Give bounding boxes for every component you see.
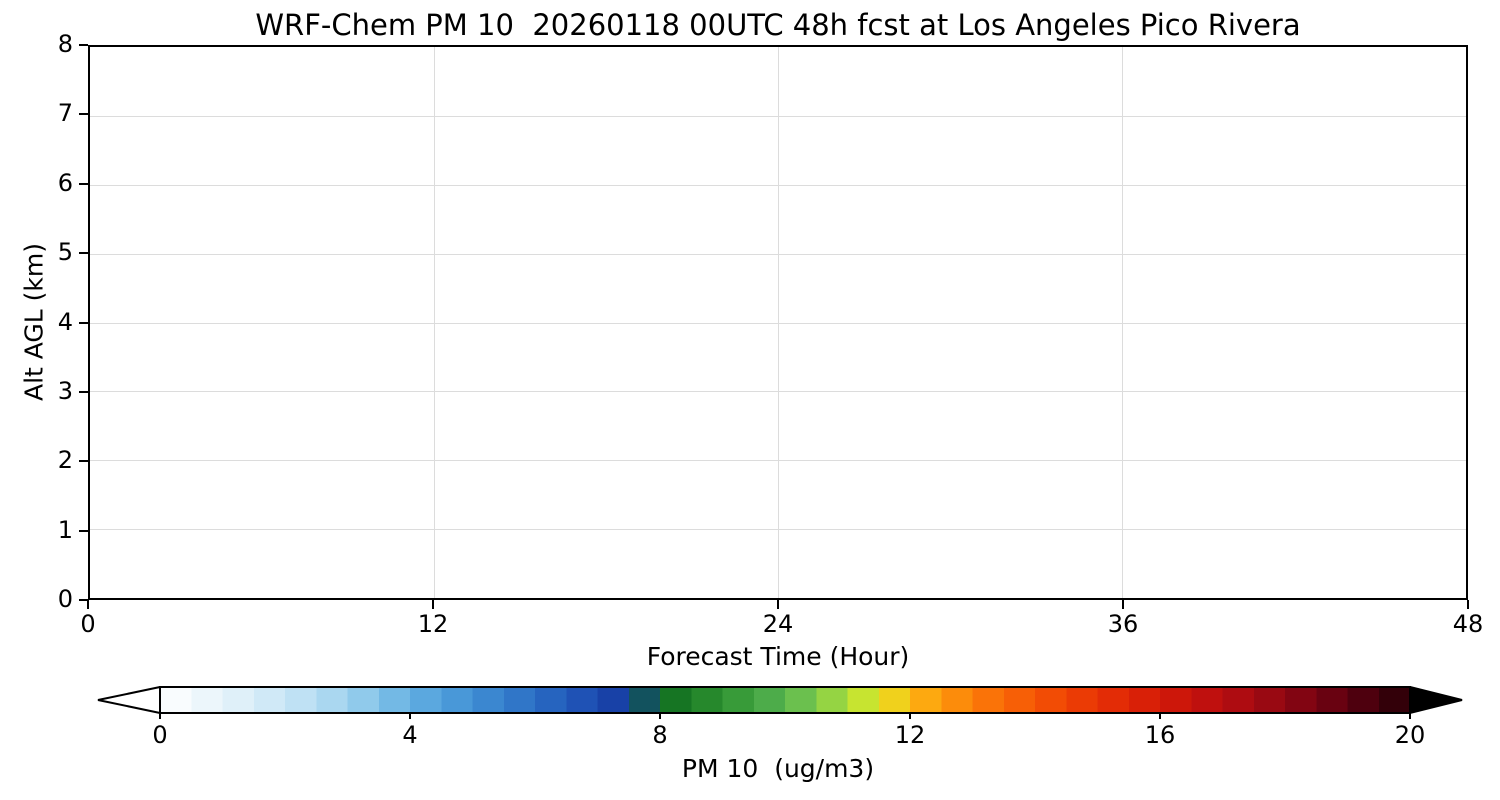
y-tick-label: 1 [57,515,73,544]
x-tick-label: 0 [80,610,96,638]
y-tick-label: 5 [57,238,73,267]
colorbar-segment [910,687,942,713]
y-tick [79,390,88,393]
colorbar-tick [909,713,911,719]
colorbar [97,686,1463,719]
colorbar-segment [1003,687,1036,713]
colorbar-segment [410,687,442,713]
colorbar-segment [1160,687,1192,713]
y-tick [79,113,88,116]
colorbar-segment [972,687,1005,713]
colorbar-segment [691,687,723,713]
y-tick-label: 8 [57,30,73,58]
colorbar-segment [1378,687,1411,713]
colorbar-segment [816,687,848,713]
colorbar-tick-label: 8 [652,721,668,749]
colorbar-segment [785,687,817,713]
colorbar-segment [660,687,692,713]
colorbar-under-arrow [97,686,161,715]
x-tick [432,600,434,609]
colorbar-tick [659,713,661,719]
gridline-vertical [778,47,779,598]
colorbar-segment [941,687,973,713]
colorbar-tick-label: 20 [1394,721,1426,749]
colorbar-segment [1347,687,1380,713]
colorbar-segment [503,687,536,713]
colorbar-segment [566,687,598,713]
colorbar-segment [253,687,286,713]
colorbar-label: PM 10 (ug/m3) [681,754,875,783]
colorbar-tick-label: 16 [1144,721,1176,749]
colorbar-tick [159,713,161,719]
colorbar-segment [1191,687,1223,713]
x-tick-label: 24 [762,610,794,638]
colorbar-tick [1159,713,1161,719]
colorbar-segment [347,687,380,713]
colorbar-segment [191,687,223,713]
y-tick [79,460,88,463]
x-tick [87,600,89,609]
colorbar-segment [878,687,911,713]
x-tick-label: 12 [417,610,449,638]
y-tick [79,321,88,324]
colorbar-tick-label: 4 [402,721,418,749]
colorbar-segment [441,687,473,713]
colorbar-segment [535,687,567,713]
colorbar-segment [847,687,880,713]
y-tick [79,529,88,532]
y-tick [79,252,88,255]
x-tick-label: 36 [1107,610,1139,638]
colorbar-segment [472,687,505,713]
x-axis-label: Forecast Time (Hour) [646,642,910,671]
colorbar-segment [1097,687,1130,713]
y-tick-label: 6 [57,168,73,197]
colorbar-tick-label: 12 [894,721,926,749]
colorbar-segment [222,687,255,713]
x-tick-label: 48 [1452,610,1484,638]
x-tick [1122,600,1124,609]
colorbar-tick [409,713,411,719]
colorbar-segment [1253,687,1286,713]
y-tick-label: 0 [57,585,73,613]
y-tick [79,182,88,185]
colorbar-tick-label: 0 [152,721,168,749]
colorbar-segment [628,687,661,713]
y-tick [79,599,88,601]
colorbar-segment [378,687,411,713]
y-tick-label: 7 [57,99,73,128]
y-tick-label: 3 [57,376,73,405]
colorbar-segment [722,687,755,713]
gridline-vertical [1122,47,1123,598]
y-tick [79,44,88,46]
colorbar-segment [160,687,192,713]
colorbar-segment [597,687,630,713]
colorbar-segment [1066,687,1098,713]
plot-area [88,45,1468,600]
colorbar-segment [1222,687,1255,713]
y-tick-label: 2 [57,446,73,475]
y-tick-label: 4 [57,307,73,336]
x-tick [1467,600,1469,609]
colorbar-segment [285,687,317,713]
colorbar-over-arrow [1409,686,1463,715]
colorbar-outline [159,686,1411,714]
colorbar-segment [1316,687,1348,713]
x-tick [777,600,779,609]
colorbar-segment [1285,687,1317,713]
colorbar-segment [1035,687,1067,713]
colorbar-segment [1128,687,1161,713]
colorbar-segment [316,687,348,713]
colorbar-tick [1409,713,1411,719]
chart-title: WRF-Chem PM 10 20260118 00UTC 48h fcst a… [255,8,1301,42]
gridline-vertical [434,47,435,598]
colorbar-segment [753,687,786,713]
